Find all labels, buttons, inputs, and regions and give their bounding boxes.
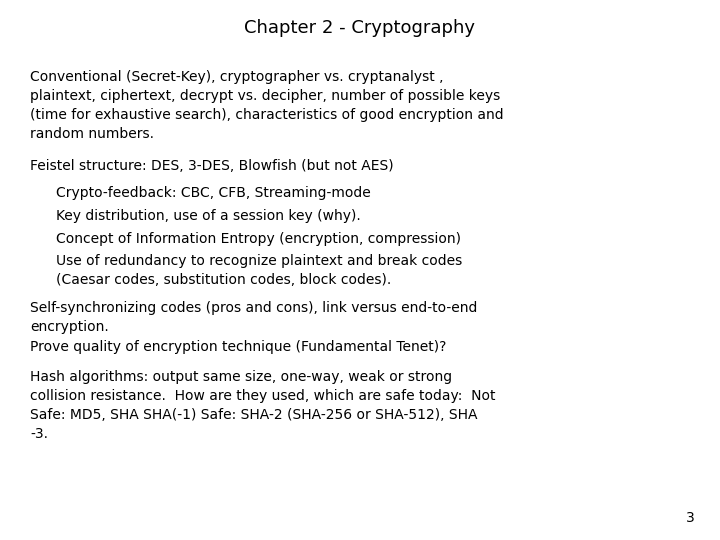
Text: Chapter 2 - Cryptography: Chapter 2 - Cryptography bbox=[245, 19, 475, 37]
Text: 3: 3 bbox=[686, 511, 695, 525]
Text: Self-synchronizing codes (pros and cons), link versus end-to-end
encryption.: Self-synchronizing codes (pros and cons)… bbox=[30, 301, 477, 334]
Text: Hash algorithms: output same size, one-way, weak or strong
collision resistance.: Hash algorithms: output same size, one-w… bbox=[30, 370, 496, 441]
Text: Prove quality of encryption technique (Fundamental Tenet)?: Prove quality of encryption technique (F… bbox=[30, 340, 446, 354]
Text: Crypto-feedback: CBC, CFB, Streaming-mode: Crypto-feedback: CBC, CFB, Streaming-mod… bbox=[56, 186, 371, 200]
Text: Key distribution, use of a session key (why).: Key distribution, use of a session key (… bbox=[56, 209, 361, 223]
Text: Feistel structure: DES, 3-DES, Blowfish (but not AES): Feistel structure: DES, 3-DES, Blowfish … bbox=[30, 159, 394, 173]
Text: Use of redundancy to recognize plaintext and break codes
(Caesar codes, substitu: Use of redundancy to recognize plaintext… bbox=[56, 254, 462, 287]
Text: Conventional (Secret-Key), cryptographer vs. cryptanalyst ,
plaintext, ciphertex: Conventional (Secret-Key), cryptographer… bbox=[30, 70, 504, 141]
Text: Concept of Information Entropy (encryption, compression): Concept of Information Entropy (encrypti… bbox=[56, 232, 461, 246]
